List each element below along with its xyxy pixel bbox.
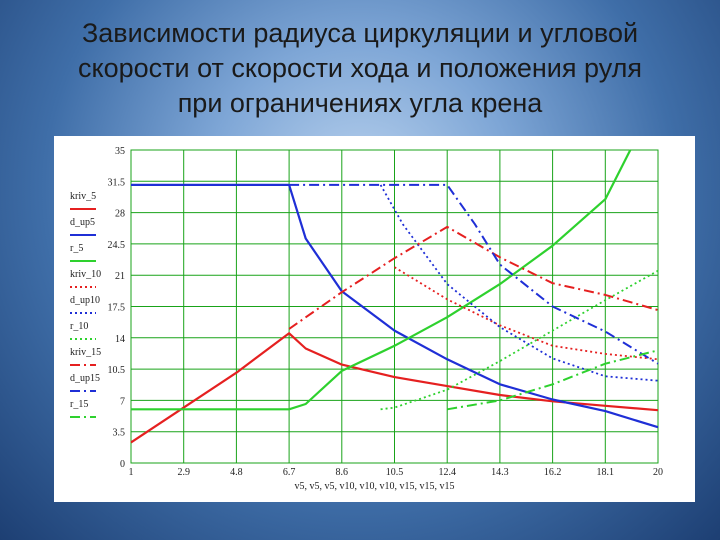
series-line-r-10 bbox=[380, 269, 659, 411]
x-tick-label: 12.4 bbox=[438, 467, 456, 478]
series-line-d-up10 bbox=[379, 184, 659, 382]
x-tick-label: 14.3 bbox=[491, 467, 509, 478]
title-line-2: скорости от скорости хода и положения ру… bbox=[78, 53, 642, 83]
y-tick-label: 0 bbox=[120, 459, 125, 470]
chart-panel: 0 3.5 7 10.5 14 17.5 21 24.5 28 31.5 35 1 2.9 4.8 6.7 8… bbox=[54, 136, 695, 502]
y-tick-label: 17.5 bbox=[108, 303, 126, 314]
x-tick-label: 16.2 bbox=[544, 467, 562, 478]
series-line-kriv-15 bbox=[288, 225, 659, 330]
x-tick-label: 10.5 bbox=[386, 467, 404, 478]
x-tick-label: 6.7 bbox=[283, 467, 296, 478]
x-tick-label: 20 bbox=[653, 467, 663, 478]
y-tick-label: 14 bbox=[115, 334, 125, 345]
plot-frame bbox=[130, 149, 659, 464]
series-line-d-up15 bbox=[289, 183, 659, 365]
slide-title: Зависимости радиуса циркуляции и угловой… bbox=[20, 16, 700, 121]
series-line-d-up5 bbox=[131, 183, 659, 429]
line-chart: 0 3.5 7 10.5 14 17.5 21 24.5 28 31.5 35 1 2.9 4.8 6.7 8… bbox=[70, 146, 663, 492]
x-axis-label: v5, v5, v5, v10, v10, v10, v15, v15, v15 bbox=[295, 481, 455, 492]
y-tick-label: 24.5 bbox=[108, 240, 126, 251]
x-tick-label: 1 bbox=[129, 467, 134, 478]
y-tick-label: 28 bbox=[115, 209, 125, 220]
legend-label: d_up10 bbox=[70, 295, 100, 306]
series-line-kriv-10 bbox=[394, 266, 659, 361]
legend-label: kriv_5 bbox=[70, 191, 96, 202]
legend-label: kriv_10 bbox=[70, 269, 101, 280]
y-tick-label: 10.5 bbox=[108, 365, 126, 376]
legend-label: kriv_15 bbox=[70, 347, 101, 358]
y-tick-label: 35 bbox=[115, 146, 125, 157]
series-line-r-15 bbox=[447, 349, 659, 411]
title-line-1: Зависимости радиуса циркуляции и угловой bbox=[81, 18, 639, 48]
legend-label: r_5 bbox=[70, 243, 83, 254]
title-line-3: при ограничениях угла крена bbox=[177, 88, 543, 118]
x-tick-label: 18.1 bbox=[597, 467, 615, 478]
legend-label: d_up5 bbox=[70, 217, 95, 228]
legend-label: r_15 bbox=[70, 399, 88, 410]
legend-label: d_up15 bbox=[70, 373, 100, 384]
y-tick-label: 3.5 bbox=[113, 428, 126, 439]
y-tick-label: 31.5 bbox=[108, 177, 126, 188]
y-tick-label: 7 bbox=[120, 396, 125, 407]
y-tick-label: 21 bbox=[115, 271, 125, 282]
series-line-r-5 bbox=[131, 149, 632, 411]
x-tick-label: 8.6 bbox=[336, 467, 349, 478]
x-tick-label: 2.9 bbox=[177, 467, 190, 478]
x-tick-label: 4.8 bbox=[230, 467, 243, 478]
legend-label: r_10 bbox=[70, 321, 88, 332]
